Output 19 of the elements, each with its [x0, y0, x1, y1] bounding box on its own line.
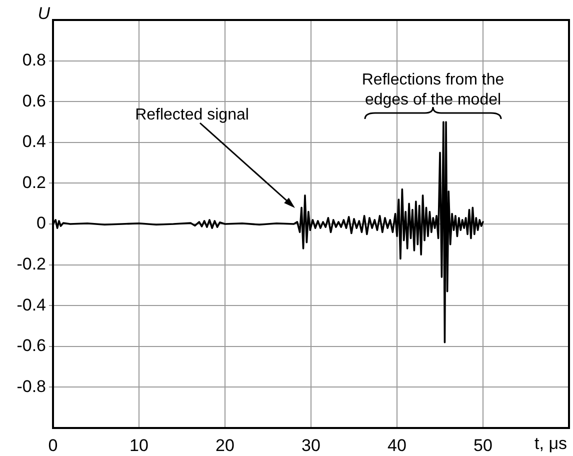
x-tick-label: 50 [474, 436, 492, 455]
y-tick-label: -0.6 [16, 336, 46, 356]
y-tick-label: 0.6 [22, 91, 46, 110]
annotation: Reflected signal [135, 106, 249, 124]
y-tick-label: 0.8 [22, 50, 46, 70]
annotation: Reflections from the edges of the model [362, 71, 504, 108]
y-tick-label: -0.8 [16, 376, 46, 396]
y-tick-label: 0.2 [22, 172, 46, 192]
y-tick-label: -0.4 [16, 295, 46, 314]
x-tick-label: 20 [216, 436, 234, 455]
x-tick-label: 30 [302, 436, 320, 455]
x-tick-label: 0 [48, 436, 58, 455]
x-tick-label: 40 [388, 436, 406, 455]
y-tick-label: 0.4 [22, 132, 46, 152]
x-axis-title: t, μs [534, 434, 567, 454]
x-tick-label: 10 [130, 436, 148, 455]
y-tick-label: 0 [36, 214, 46, 233]
y-tick-label: -0.2 [16, 254, 46, 274]
y-axis-title: U [38, 4, 51, 24]
